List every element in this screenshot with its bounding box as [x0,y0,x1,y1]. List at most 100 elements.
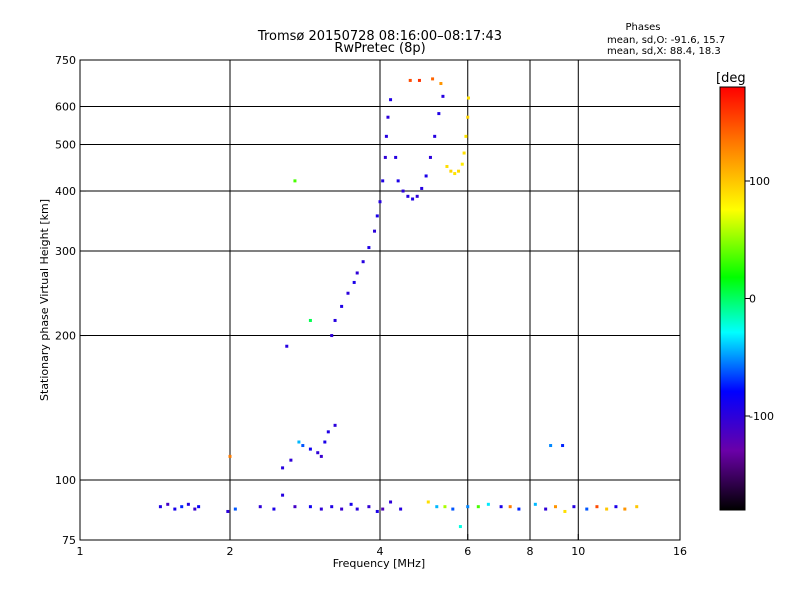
data-point [333,318,337,322]
data-point [319,454,323,458]
data-point [426,500,430,504]
data-point [508,505,512,509]
data-point [445,164,449,168]
data-point [384,134,388,138]
data-point [595,505,599,509]
colorbar-ticks: 100 0 -100 [745,175,774,423]
data-point [381,507,385,511]
data-point [396,179,400,183]
data-point [449,169,453,173]
colorbar-tick-label: 0 [749,293,756,306]
y-axis-label: Stationary phase Virtual Height [km] [38,199,51,401]
y-axis-ticks: 75 100 200 300 400 500 600 750 [55,54,86,547]
data-point [308,447,312,451]
data-point [499,505,503,509]
colorbar-tick-label: -100 [749,410,774,423]
data-point [166,502,170,506]
data-point [319,507,323,511]
phases-box-x-stats: mean, sd,X: 88.4, 18.3 [607,46,721,57]
data-point [352,280,356,284]
data-point [443,505,447,509]
data-point [389,98,393,102]
data-point [464,134,468,138]
data-point [285,344,289,348]
data-point [486,502,490,506]
colorbar [719,86,746,511]
data-point [408,78,412,82]
data-point [441,94,445,98]
data-point [561,444,565,448]
data-point [563,509,567,513]
data-point [411,197,415,201]
x-axis-label: Frequency [MHz] [333,557,425,570]
data-point [340,304,344,308]
data-point [323,440,327,444]
data-point [375,214,379,218]
data-point [439,82,443,86]
data-point [367,246,371,250]
data-point [635,505,639,509]
data-point [330,334,334,338]
y-tick-label: 300 [55,245,76,258]
data-point [383,155,387,159]
y-tick-label: 500 [55,139,76,152]
data-point [281,466,285,470]
data-point [476,505,480,509]
y-tick-label: 75 [62,534,76,547]
y-tick-label: 750 [55,54,76,67]
data-point [373,229,377,233]
data-point [614,505,618,509]
data-point [435,505,439,509]
data-point [424,174,428,178]
data-point [517,507,521,511]
data-point [417,78,421,82]
y-tick-label: 100 [55,474,76,487]
data-point [186,502,190,506]
data-point [605,507,609,511]
data-point [375,509,379,513]
data-point [458,525,462,529]
phases-box-o-stats: mean, sd,O: -91.6, 15.7 [607,35,725,46]
data-point [394,155,398,159]
data-point [389,500,393,504]
grid [80,60,680,540]
x-axis-ticks: 1 2 4 6 8 10 16 [77,534,687,558]
data-point [437,112,441,116]
x-tick-label: 16 [673,545,687,558]
data-point [173,507,177,511]
data-point [462,151,466,155]
x-tick-label: 10 [571,545,585,558]
data-point [428,155,432,159]
data-point [258,505,262,509]
data-point [406,194,410,198]
data-point [272,507,276,511]
data-point [193,507,197,511]
colorbar-tick-label: 100 [749,175,770,188]
x-tick-label: 8 [527,545,534,558]
data-point [355,271,359,275]
data-point [457,169,461,173]
data-point [367,505,371,509]
data-point [460,162,464,166]
x-tick-label: 1 [77,545,84,558]
data-point [386,115,390,119]
data-point [623,507,627,511]
data-point [333,423,337,427]
data-point [572,505,576,509]
data-point [316,451,320,455]
data-point [340,507,344,511]
data-point [297,440,301,444]
data-point [349,502,353,506]
data-point [233,507,237,511]
data-point [466,96,470,100]
data-point [585,507,589,511]
data-point [466,115,470,119]
colorbar-label: [deg [716,71,746,86]
data-point [451,507,455,511]
data-point [355,507,359,511]
data-point [226,509,230,513]
data-point [180,505,184,509]
data-point [346,291,350,295]
data-point [399,507,403,511]
